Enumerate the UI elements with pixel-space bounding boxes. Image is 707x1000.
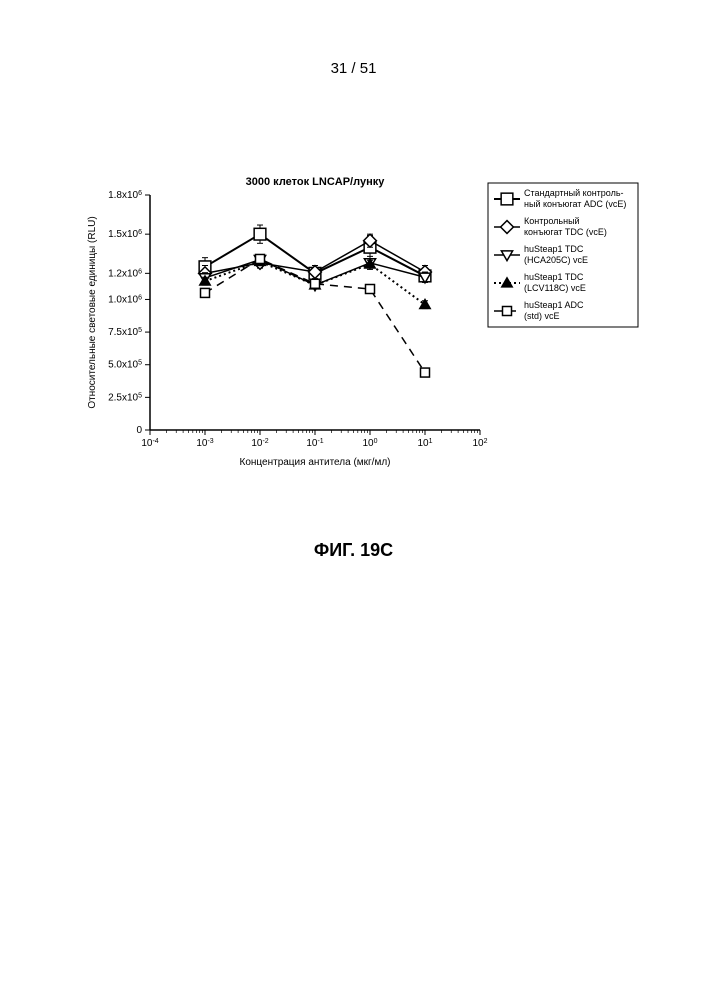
y-tick-label: 2.5x105	[108, 392, 142, 404]
y-tick-label: 1.2x106	[108, 268, 142, 280]
x-axis-label: Концентрация антитела (мкг/мл)	[240, 457, 391, 468]
x-tick-label: 10-3	[196, 438, 213, 450]
legend: Стандартный контроль-ный конъюгат ADC (v…	[488, 183, 638, 327]
chart-svg: 3000 клеток LNCAP/лунку 0 2.5x105 5.0x105 7.…	[80, 170, 640, 500]
y-tick-label: 5.0x105	[108, 359, 142, 371]
x-tick-label: 10-1	[306, 438, 323, 450]
x-tick-label: 100	[362, 438, 377, 450]
legend-label: huSteap1 ADC	[524, 300, 584, 310]
y-tick-label: 0	[136, 425, 142, 436]
legend-label: конъюгат TDC (vcE)	[524, 227, 607, 237]
legend-label: huSteap1 TDC	[524, 244, 584, 254]
legend-label: Стандартный контроль-	[524, 188, 624, 198]
legend-label: (LCV118C) vcE	[524, 283, 586, 293]
y-tick-label: 1.8x106	[108, 190, 142, 202]
y-tick-label: 7.5x105	[108, 327, 142, 339]
legend-label: Контрольный	[524, 216, 580, 226]
x-tick-label: 10-4	[141, 438, 158, 450]
chart-container: 3000 клеток LNCAP/лунку 0 2.5x105 5.0x105 7.…	[80, 170, 640, 500]
series	[199, 234, 432, 281]
figure-label: ФИГ. 19С	[0, 540, 707, 561]
y-axis-label: Относительные световые единицы (RLU)	[87, 216, 98, 408]
y-tick-label: 1.5x106	[108, 229, 142, 241]
page: 31 / 51 3000 клеток LNCAP/лунку 0 2.5x105 5…	[0, 0, 707, 1000]
legend-label: huSteap1 TDC	[524, 272, 584, 282]
x-tick-label: 10-2	[251, 438, 268, 450]
legend-label: (HCA205C) vcE	[524, 255, 588, 265]
chart-title: 3000 клеток LNCAP/лунку	[246, 176, 386, 188]
legend-label: (std) vcE	[524, 311, 560, 321]
x-tick-label: 101	[417, 438, 432, 450]
x-tick-label: 102	[472, 438, 487, 450]
legend-label: ный конъюгат ADC (vcE)	[524, 199, 626, 209]
y-tick-label: 1.0x106	[108, 294, 142, 306]
page-number: 31 / 51	[0, 60, 707, 77]
